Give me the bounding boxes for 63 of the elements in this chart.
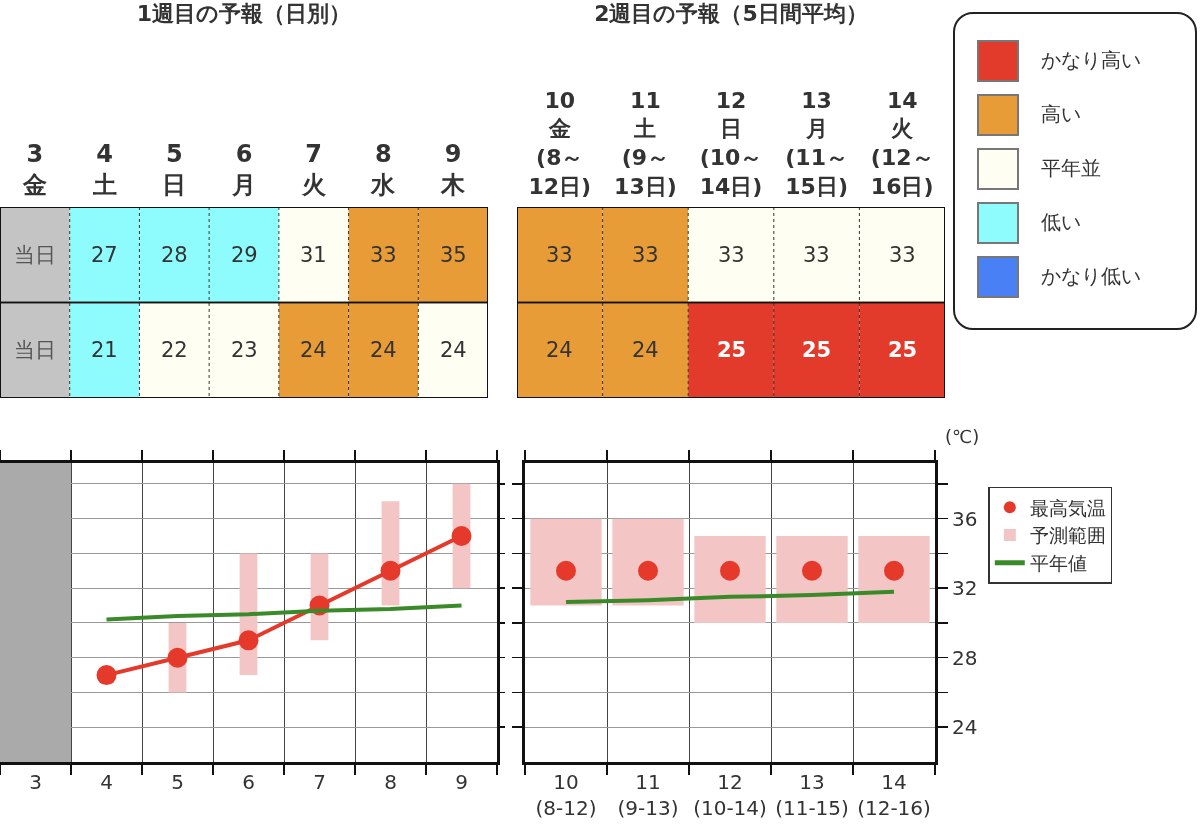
data-label: 33 <box>370 243 397 267</box>
category-label: 低い <box>1041 209 1081 236</box>
x-tick-label: 8 水 <box>370 140 397 200</box>
x-tick-label: 13 月 (11～ 15日) <box>785 87 848 199</box>
chart-title: 1週目の予報（日別） <box>136 1 352 27</box>
data-label: 29 <box>231 243 258 267</box>
data-label: 33 <box>889 243 916 267</box>
x-tick-label: 13 (11-15) <box>775 770 849 820</box>
data-label: 24 <box>546 338 573 362</box>
data-label: 27 <box>91 243 118 267</box>
data-label: 35 <box>440 243 467 267</box>
x-tick-label: 14 火 (12～ 16日) <box>870 87 934 199</box>
x-tick-label: 12 (10-14) <box>693 770 767 820</box>
text: 当日 <box>14 243 56 267</box>
x-tick-label: 4 土 <box>91 140 117 200</box>
category-label: 平年並 <box>1041 155 1101 182</box>
x-tick-label: 6 月 <box>231 140 256 200</box>
x-tick-label: 3 <box>29 770 42 794</box>
x-tick-label: 7 <box>313 770 326 794</box>
x-tick-label: 10 金 (8～ 12日) <box>528 87 592 199</box>
y-tick-label: 32 <box>952 576 978 601</box>
x-tick-label: 10 (8-12) <box>535 770 597 820</box>
x-tick-label: 11 土 (9～ 13日) <box>614 87 677 199</box>
category-label: かなり低い <box>1041 263 1141 290</box>
data-label: 24 <box>370 338 397 362</box>
x-tick-label: 5 <box>171 770 184 794</box>
x-tick-label: 11 (9-13) <box>617 770 679 820</box>
x-tick-label: 3 金 <box>21 140 47 200</box>
chart-title: 2週目の予報（5日間平均） <box>594 1 868 27</box>
x-tick-label: 9 木 <box>440 140 467 200</box>
data-label: 23 <box>231 338 258 362</box>
y-tick-label: 36 <box>952 506 978 531</box>
x-tick-label: 12 日 (10～ 14日) <box>699 87 763 199</box>
y-tick-label: 28 <box>952 645 978 670</box>
data-label: 24 <box>300 338 327 362</box>
text: 当日 <box>14 338 56 362</box>
x-tick-label: 6 <box>242 770 255 794</box>
x-tick-label: 9 <box>455 770 468 794</box>
y-axis-title: (℃) <box>945 426 980 447</box>
data-label: 25 <box>717 338 747 362</box>
x-tick-label: 4 <box>100 770 113 794</box>
data-label: 21 <box>91 338 118 362</box>
x-tick-label: 8 <box>384 770 397 794</box>
data-label: 24 <box>440 338 467 362</box>
category-label: 高い <box>1041 101 1081 128</box>
data-label: 31 <box>300 243 327 267</box>
data-label: 33 <box>718 243 745 267</box>
data-label: 22 <box>161 338 188 362</box>
data-label: 24 <box>632 338 659 362</box>
data-label: 28 <box>161 243 188 267</box>
data-label: 25 <box>888 338 918 362</box>
category-label: かなり高い <box>1041 47 1141 74</box>
x-tick-label: 5 日 <box>162 140 187 200</box>
legend-label: 平年値 <box>1029 552 1087 575</box>
data-label: 33 <box>803 243 830 267</box>
x-tick-label: 7 火 <box>300 140 327 200</box>
data-label: 33 <box>546 243 573 267</box>
data-label: 33 <box>632 243 659 267</box>
x-tick-label: 14 (12-16) <box>857 770 931 820</box>
legend-label: 予測範囲 <box>1029 524 1106 547</box>
legend-label: 最高気温 <box>1029 496 1106 519</box>
y-tick-label: 24 <box>952 715 978 740</box>
data-label: 25 <box>802 338 832 362</box>
